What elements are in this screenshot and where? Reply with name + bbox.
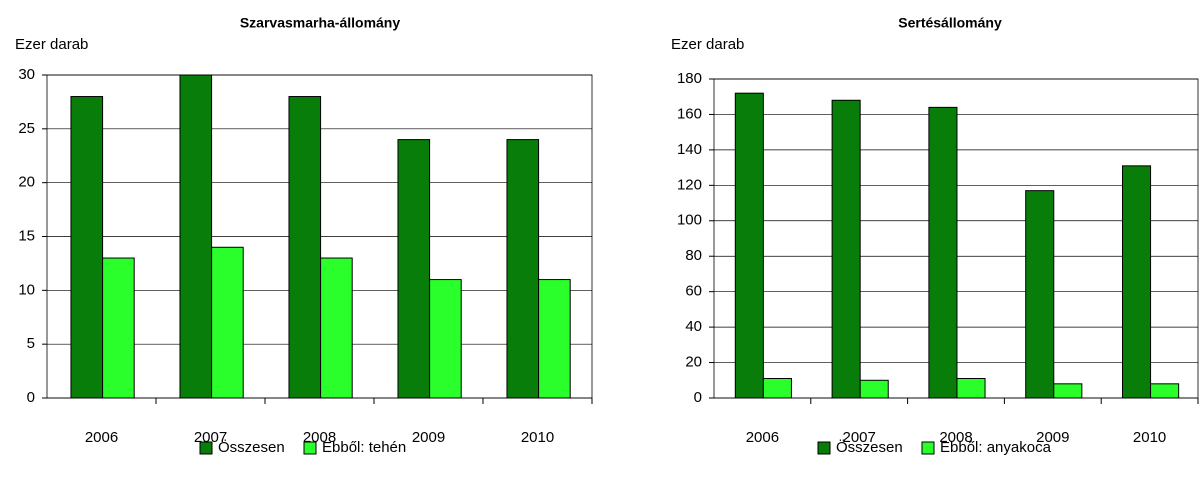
y-tick-label: 0 <box>694 389 702 406</box>
bar <box>1053 383 1083 399</box>
x-tick-label: 2010 <box>521 429 554 446</box>
y-axis-label: Ezer darab <box>671 36 744 53</box>
y-tick-label: 140 <box>677 141 702 158</box>
y-tick-label: 40 <box>685 318 702 335</box>
x-tick-label: 2010 <box>1133 429 1166 446</box>
y-axis-label: Ezer darab <box>15 36 88 53</box>
bar <box>102 257 135 399</box>
bar <box>831 99 861 399</box>
bar <box>1121 165 1152 399</box>
legend-swatch <box>817 441 831 455</box>
legend-label: Ebből: anyakoca <box>940 439 1052 456</box>
bar <box>397 139 431 399</box>
x-tick-label: 2009 <box>412 429 445 446</box>
legend-swatch <box>921 441 935 455</box>
y-tick-label: 20 <box>18 174 35 191</box>
legend-label: Ebből: tehén <box>322 439 406 456</box>
y-tick-label: 100 <box>677 212 702 229</box>
bar <box>320 257 353 399</box>
y-tick-label: 160 <box>677 105 702 122</box>
bar <box>859 379 889 399</box>
bar <box>734 92 764 399</box>
y-tick-label: 15 <box>18 227 35 244</box>
legend-swatch <box>199 441 213 455</box>
chart-title: Sertésállomány <box>898 15 1002 31</box>
bar <box>429 279 462 399</box>
bar <box>506 139 540 399</box>
y-tick-label: 10 <box>18 281 35 298</box>
y-tick-label: 30 <box>18 66 35 83</box>
y-tick-label: 5 <box>27 335 35 352</box>
y-tick-label: 20 <box>685 354 702 371</box>
y-tick-label: 0 <box>27 389 35 406</box>
bar <box>1150 383 1180 399</box>
x-tick-label: 2009 <box>1036 429 1069 446</box>
x-tick-label: 2006 <box>85 429 118 446</box>
legend-label: Összesen <box>836 438 903 456</box>
y-tick-label: 25 <box>18 120 35 137</box>
legend-label: Összesen <box>218 438 285 456</box>
x-tick-label: 2007 <box>843 429 876 446</box>
bar <box>762 378 792 399</box>
x-tick-label: 2008 <box>939 429 972 446</box>
chart-title: Szarvasmarha-állomány <box>240 15 401 31</box>
y-tick-label: 60 <box>685 283 702 300</box>
legend-swatch <box>303 441 317 455</box>
bar <box>70 96 104 399</box>
y-tick-label: 180 <box>677 70 702 87</box>
bar <box>1025 190 1055 399</box>
x-tick-label: 2006 <box>746 429 779 446</box>
bar <box>538 279 571 399</box>
bar <box>211 246 244 399</box>
y-tick-label: 120 <box>677 176 702 193</box>
bar <box>179 74 213 399</box>
bar <box>928 106 958 399</box>
y-tick-label: 80 <box>685 247 702 264</box>
bar <box>956 378 986 399</box>
bar <box>288 96 322 399</box>
